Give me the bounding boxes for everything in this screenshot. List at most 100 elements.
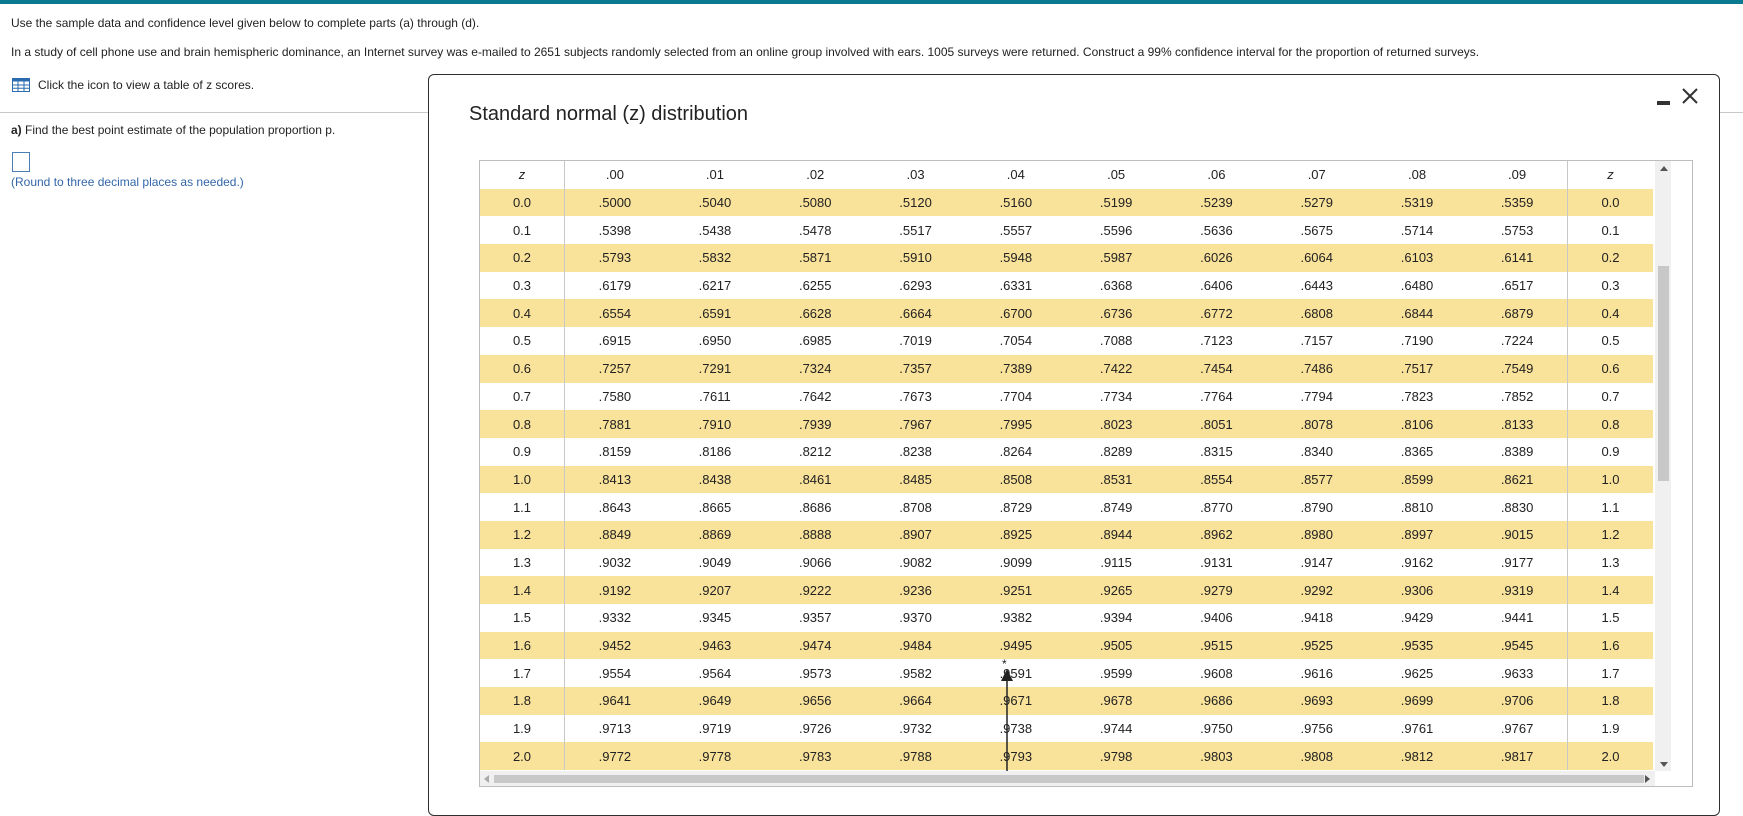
table-cell: .5040	[664, 188, 766, 217]
table-cell: .5279	[1266, 188, 1367, 217]
table-cell: .8508	[965, 465, 1066, 494]
table-cell: .7454	[1166, 354, 1267, 383]
answer-input[interactable]	[12, 152, 30, 172]
table-cell: .6985	[765, 327, 866, 355]
table-cell: .7910	[664, 410, 766, 438]
table-cell: .9772	[564, 742, 665, 771]
table-cell: .9756	[1266, 714, 1367, 743]
table-cell: .9505	[1065, 631, 1167, 660]
header-z-left: z	[480, 161, 565, 189]
table-cell: .9452	[564, 631, 665, 660]
z-table-dialog: Standard normal (z) distribution z .00.0…	[428, 74, 1720, 816]
table-cell: .7357	[865, 354, 966, 383]
table-cell: .9441	[1467, 604, 1568, 632]
scroll-up-icon[interactable]	[1660, 166, 1668, 171]
table-cell: .8389	[1467, 437, 1568, 466]
table-row: 2.0.9772.9778.9783.9788.9793.9798.9803.9…	[480, 742, 1653, 771]
table-cell: .9608	[1166, 659, 1267, 688]
table-cell: .8485	[865, 465, 966, 494]
table-cell: .5948	[965, 244, 1066, 272]
table-cell: .6103	[1366, 244, 1468, 272]
row-z-label-right: 1.4	[1567, 576, 1653, 604]
table-cell: .8133	[1467, 410, 1568, 438]
table-cell: .6591	[664, 299, 766, 328]
table-cell: .6368	[1065, 271, 1167, 300]
star-marker: *	[1002, 657, 1007, 671]
problem-statement: In a study of cell phone use and brain h…	[11, 45, 1480, 59]
scroll-left-icon[interactable]	[484, 775, 489, 783]
row-z-label-right: 0.0	[1567, 188, 1653, 217]
table-cell: .8729	[965, 493, 1066, 521]
table-cell: .9625	[1366, 659, 1468, 688]
table-cell: .6331	[965, 271, 1066, 300]
table-cell: .8461	[765, 465, 866, 494]
table-cell: .9332	[564, 604, 665, 632]
table-row: 1.1.8643.8665.8686.8708.8729.8749.8770.8…	[480, 493, 1653, 521]
table-cell: .7517	[1366, 354, 1468, 383]
row-z-label-right: 0.1	[1567, 216, 1653, 245]
table-cell: .9162	[1366, 548, 1468, 577]
table-cell: .8770	[1166, 493, 1267, 521]
row-z-label-right: 0.6	[1567, 354, 1653, 383]
close-icon[interactable]	[1679, 85, 1701, 107]
row-z-label: 0.0	[480, 188, 565, 217]
table-cell: .5832	[664, 244, 766, 272]
table-cell: .8643	[564, 493, 665, 521]
z-table-scroll-area[interactable]: z .00.01.02.03.04.05.06.07.08.09 z 0.0.50…	[479, 160, 1693, 787]
scroll-right-icon[interactable]	[1645, 775, 1650, 783]
table-cell: .9251	[965, 576, 1066, 604]
table-cell: .8962	[1166, 520, 1267, 549]
table-cell: .9319	[1467, 576, 1568, 604]
row-z-label: 2.0	[480, 742, 565, 771]
table-cell: .9535	[1366, 631, 1468, 660]
table-cell: .5000	[564, 188, 665, 217]
table-cell: .9515	[1166, 631, 1267, 660]
table-cell: .7611	[664, 382, 766, 411]
table-cell: .9803	[1166, 742, 1267, 771]
table-grid-icon[interactable]	[12, 78, 30, 92]
table-cell: .6480	[1366, 271, 1468, 300]
horizontal-scroll-thumb[interactable]	[494, 775, 1644, 783]
table-cell: .7549	[1467, 354, 1568, 383]
row-z-label-right: 1.7	[1567, 659, 1653, 688]
z-table-link-text[interactable]: Click the icon to view a table of z scor…	[38, 78, 255, 92]
divider-right	[1719, 112, 1743, 113]
table-cell: .8944	[1065, 520, 1167, 549]
table-cell: .9292	[1266, 576, 1367, 604]
vertical-scroll-thumb[interactable]	[1658, 266, 1669, 481]
table-cell: .7734	[1065, 382, 1167, 411]
table-cell: .7291	[664, 354, 766, 383]
table-cell: .9495	[965, 631, 1066, 660]
row-z-label: 1.1	[480, 493, 565, 521]
table-cell: .8925	[965, 520, 1066, 549]
minimize-icon[interactable]	[1654, 87, 1672, 109]
table-cell: .8159	[564, 437, 665, 466]
table-cell: .5438	[664, 216, 766, 245]
table-cell: .9394	[1065, 604, 1167, 632]
table-cell: .6700	[965, 299, 1066, 328]
z-table-link[interactable]: Click the icon to view a table of z scor…	[12, 78, 254, 92]
row-z-label: 1.4	[480, 576, 565, 604]
table-cell: .9418	[1266, 604, 1367, 632]
table-cell: .7088	[1065, 327, 1167, 355]
table-cell: .5239	[1166, 188, 1267, 217]
table-row: 0.0.5000.5040.5080.5120.5160.5199.5239.5…	[480, 188, 1653, 217]
table-cell: .9664	[865, 687, 966, 715]
z-table: z .00.01.02.03.04.05.06.07.08.09 z 0.0.50…	[480, 161, 1653, 771]
table-cell: .9573	[765, 659, 866, 688]
table-cell: .8413	[564, 465, 665, 494]
column-header: .05	[1065, 161, 1167, 189]
table-cell: .6255	[765, 271, 866, 300]
table-cell: .9177	[1467, 548, 1568, 577]
table-cell: .9147	[1266, 548, 1367, 577]
table-row: 0.2.5793.5832.5871.5910.5948.5987.6026.6…	[480, 244, 1653, 272]
table-cell: .5793	[564, 244, 665, 272]
table-cell: .8577	[1266, 465, 1367, 494]
row-z-label-right: 1.3	[1567, 548, 1653, 577]
table-cell: .9788	[865, 742, 966, 771]
column-header: .00	[564, 161, 665, 189]
table-cell: .6554	[564, 299, 665, 328]
table-cell: .9429	[1366, 604, 1468, 632]
table-cell: .5636	[1166, 216, 1267, 245]
scroll-down-icon[interactable]	[1660, 762, 1668, 767]
